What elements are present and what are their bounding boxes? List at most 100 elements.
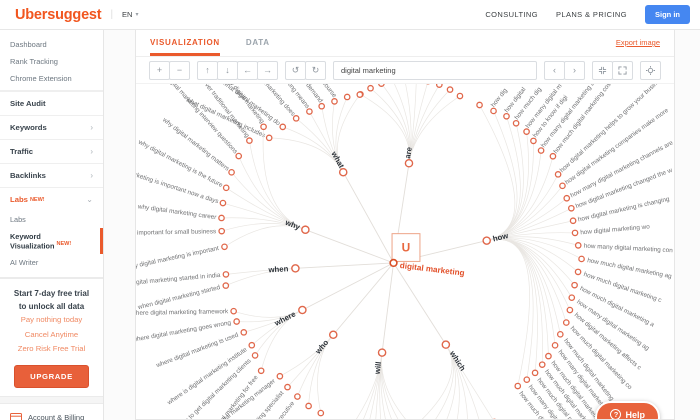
center-view-button[interactable]: [640, 60, 661, 80]
keyword-node[interactable]: [503, 112, 510, 120]
keyword-node[interactable]: [554, 171, 562, 178]
keyword-node[interactable]: [490, 107, 497, 115]
keyword-node[interactable]: [563, 194, 571, 202]
keyword-node[interactable]: [568, 294, 576, 302]
keyword-node[interactable]: [476, 101, 483, 109]
keyword-node[interactable]: [571, 229, 579, 237]
sidebar-item-chrome-extension[interactable]: Chrome Extension: [10, 74, 72, 83]
sidebar-item-backlinks[interactable]: Backlinks ›: [0, 163, 103, 187]
center-node[interactable]: [389, 258, 398, 268]
keyword-node[interactable]: [538, 361, 546, 368]
keyword-node[interactable]: [305, 402, 312, 410]
sign-in-button[interactable]: Sign in: [645, 5, 690, 24]
keyword-node[interactable]: [446, 86, 454, 93]
sidebar-item-labs[interactable]: Labs: [0, 211, 103, 228]
keyword-node[interactable]: [222, 184, 230, 192]
keyword-node[interactable]: [545, 352, 552, 360]
prev-button[interactable]: ‹: [544, 60, 565, 80]
keyword-node[interactable]: [279, 123, 287, 131]
keyword-node[interactable]: [435, 84, 443, 88]
keyword-node[interactable]: [514, 382, 522, 390]
keyword-node[interactable]: [562, 319, 570, 326]
keyword-node[interactable]: [556, 330, 564, 338]
help-button[interactable]: ? Help: [595, 401, 660, 419]
keyword-node[interactable]: [222, 271, 230, 278]
keyword-node[interactable]: [566, 306, 574, 314]
keyword-node[interactable]: [265, 134, 273, 142]
keyword-node[interactable]: [230, 307, 237, 315]
sidebar-item-keyword-visualization[interactable]: Keyword Visualization NEW!: [0, 228, 103, 255]
keyword-node[interactable]: [523, 128, 530, 135]
keyword-node[interactable]: [551, 342, 559, 349]
keyword-node[interactable]: [240, 329, 248, 336]
branch-node-why[interactable]: [301, 225, 310, 234]
branch-node-who[interactable]: [328, 330, 338, 340]
keyword-node[interactable]: [531, 369, 539, 377]
keyword-node[interactable]: [248, 341, 256, 349]
tab-data[interactable]: DATA: [245, 38, 270, 47]
keyword-node[interactable]: [367, 84, 374, 92]
center-box[interactable]: [391, 233, 421, 262]
language-selector[interactable]: EN ▾: [122, 10, 138, 19]
keyword-node[interactable]: [222, 282, 230, 289]
keyword-node[interactable]: [523, 376, 531, 384]
sidebar-item-dashboard[interactable]: Dashboard: [10, 40, 47, 49]
keyword-node[interactable]: [317, 409, 325, 417]
expand-view-button[interactable]: [612, 60, 633, 80]
zoom-out-button[interactable]: −: [169, 60, 190, 80]
keyword-node[interactable]: [574, 268, 582, 276]
sidebar-item-labs[interactable]: Labs NEW! ⌄: [0, 187, 103, 211]
sidebar-item-rank-tracking[interactable]: Rank Tracking: [10, 57, 58, 66]
keyword-node[interactable]: [246, 137, 253, 144]
keyword-node[interactable]: [221, 243, 228, 251]
keyword-node[interactable]: [218, 227, 226, 235]
keyword-node[interactable]: [537, 147, 545, 154]
keyword-node[interactable]: [331, 98, 338, 105]
keyword-node[interactable]: [276, 372, 284, 380]
branch-node-when[interactable]: [291, 264, 300, 273]
branch-node-which[interactable]: [441, 340, 451, 349]
keyword-node[interactable]: [549, 152, 557, 160]
keyword-node[interactable]: [284, 383, 291, 391]
keyword-node[interactable]: [260, 123, 267, 131]
sidebar-item-traffic[interactable]: Traffic ›: [0, 139, 103, 163]
keyword-node[interactable]: [530, 137, 537, 145]
keyword-node[interactable]: [294, 393, 301, 400]
keyword-node[interactable]: [343, 93, 351, 101]
keyword-node[interactable]: [456, 92, 464, 100]
keyword-node[interactable]: [218, 214, 225, 222]
tab-visualization[interactable]: VISUALIZATION: [150, 38, 220, 56]
nav-consulting[interactable]: CONSULTING: [485, 10, 538, 19]
branch-node-will[interactable]: [377, 348, 387, 357]
branch-node-what[interactable]: [338, 167, 348, 177]
nav-plans-pricing[interactable]: PLANS & PRICING: [555, 10, 627, 19]
sidebar-item-keywords[interactable]: Keywords ›: [0, 115, 103, 139]
branch-node-where[interactable]: [298, 305, 307, 315]
keyword-node[interactable]: [574, 242, 582, 249]
keyword-node[interactable]: [578, 255, 585, 263]
redo-button[interactable]: ↻: [305, 60, 326, 80]
collapse-view-button[interactable]: [592, 60, 613, 80]
keyword-node[interactable]: [567, 204, 575, 212]
keyword-node[interactable]: [219, 199, 227, 207]
keyword-node[interactable]: [356, 91, 364, 98]
keyword-node[interactable]: [257, 367, 265, 375]
keyword-search-input[interactable]: [333, 60, 537, 80]
pan-up-button[interactable]: ↑: [197, 60, 218, 80]
keyword-tree-canvas[interactable]: are what digital marketing includes what d…: [136, 84, 674, 419]
keyword-node[interactable]: [292, 115, 300, 122]
sidebar-item-account-billing[interactable]: Account & Billing: [0, 408, 103, 420]
keyword-node[interactable]: [559, 182, 566, 190]
zoom-in-button[interactable]: +: [149, 60, 170, 80]
keyword-node[interactable]: [571, 281, 578, 289]
keyword-node[interactable]: [306, 108, 313, 115]
keyword-node[interactable]: [569, 217, 577, 225]
upgrade-button[interactable]: UPGRADE: [14, 365, 89, 389]
keyword-node[interactable]: [512, 119, 520, 127]
branch-node-how[interactable]: [482, 236, 491, 245]
keyword-node[interactable]: [378, 84, 385, 87]
keyword-node[interactable]: [233, 318, 240, 325]
pan-down-button[interactable]: ↓: [217, 60, 238, 80]
keyword-node[interactable]: [228, 169, 235, 176]
pan-left-button[interactable]: ←: [237, 60, 258, 80]
